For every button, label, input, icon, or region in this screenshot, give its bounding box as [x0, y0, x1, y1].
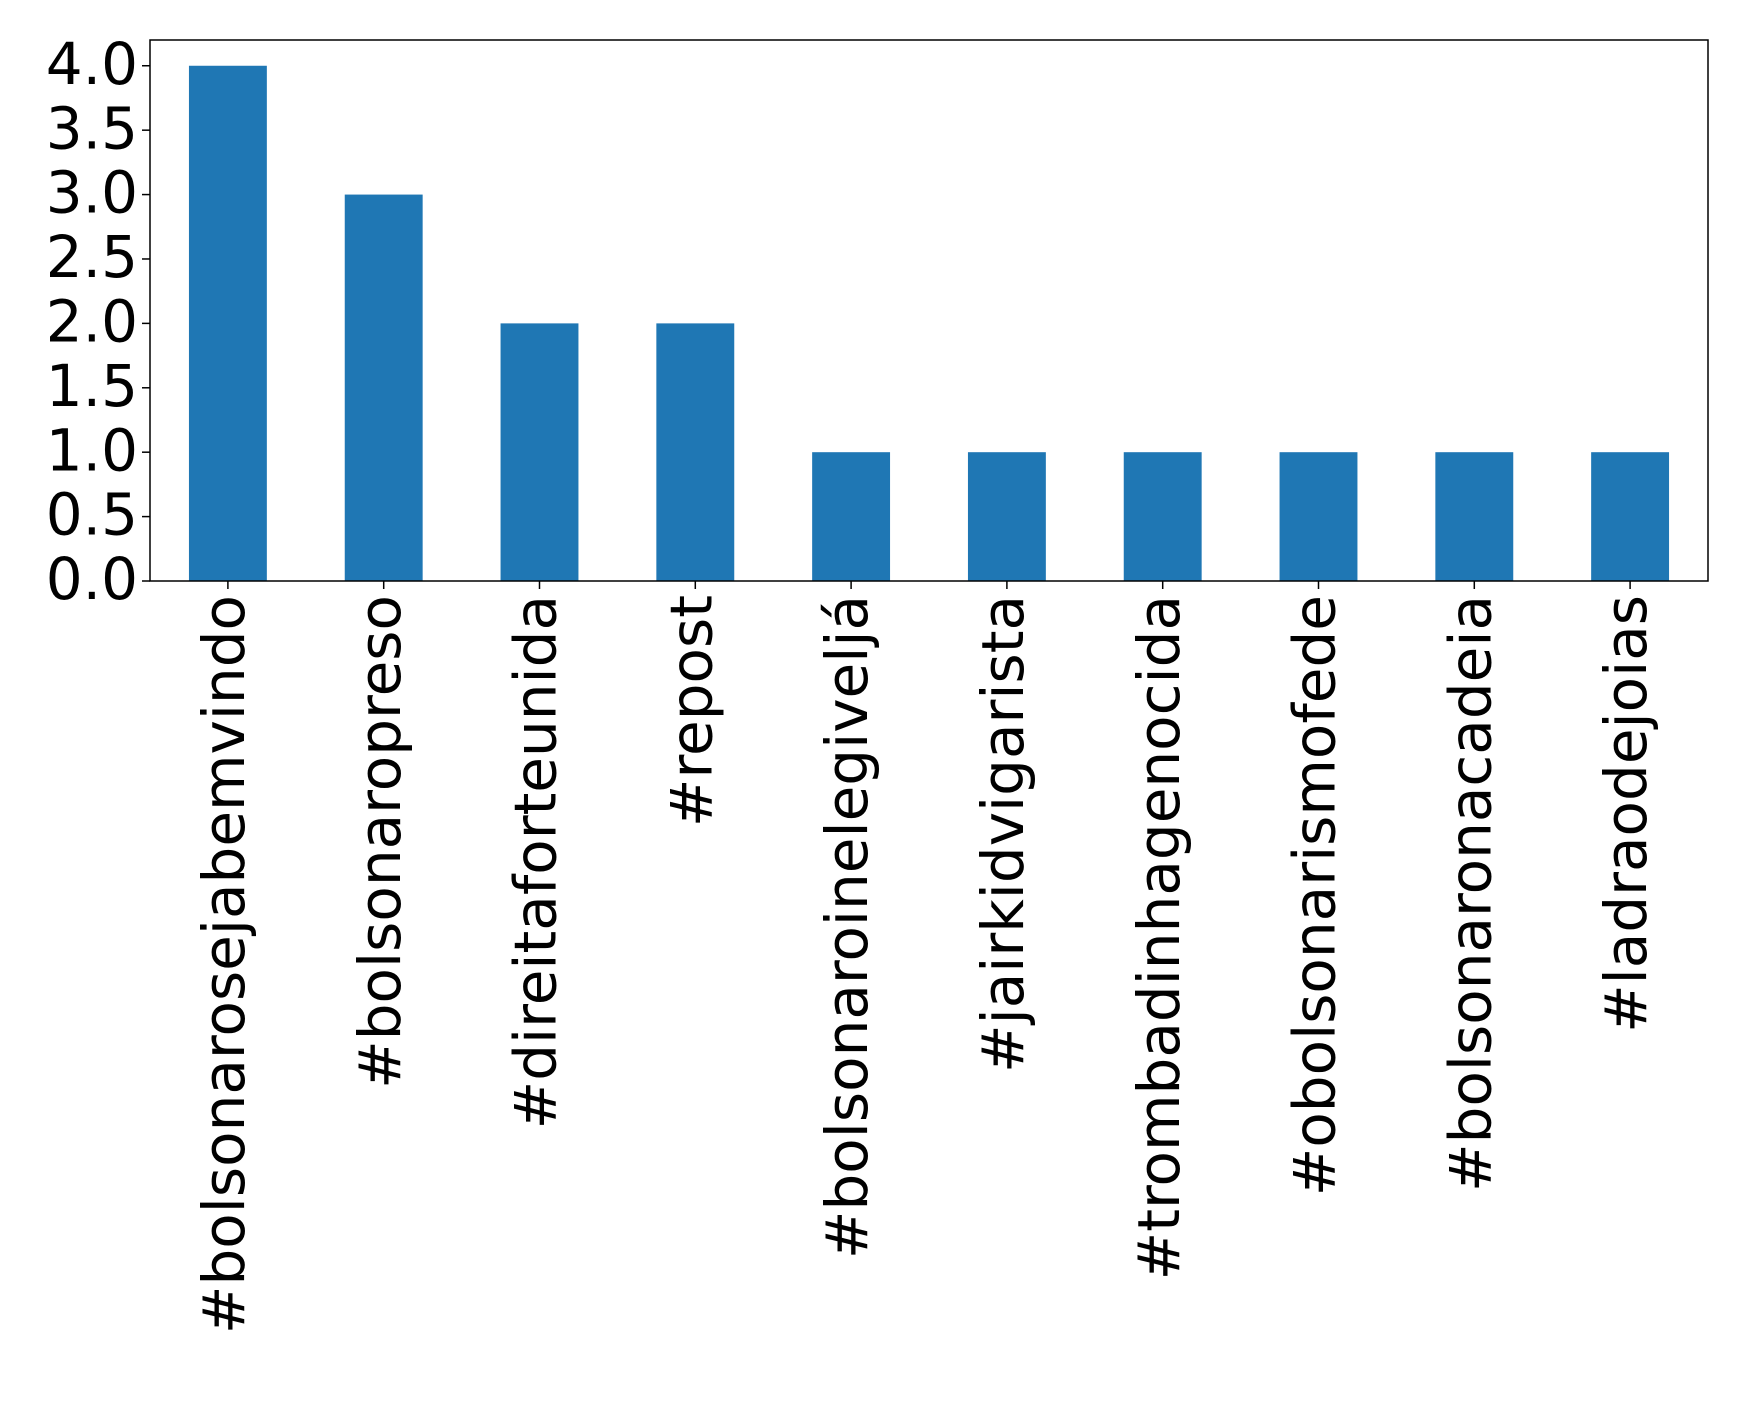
x-tick-label: #bolsonaronacadeia — [1436, 595, 1504, 1192]
y-tick-label: 3.5 — [46, 94, 138, 162]
x-tick-label: #ladraodejoias — [1592, 595, 1660, 1033]
bar — [188, 65, 267, 581]
bar — [812, 452, 891, 581]
x-tick-label: #jairkidvigarista — [969, 595, 1037, 1073]
x-tick-label: #trombadinhagenocida — [1125, 595, 1193, 1280]
bar — [967, 452, 1046, 581]
y-tick-label: 1.5 — [46, 352, 138, 420]
x-tick-label: #bolsonarosejabemvindo — [190, 595, 258, 1334]
y-tick-label: 0.5 — [46, 481, 138, 549]
x-tick-label: #bolsonaropreso — [346, 595, 414, 1089]
bar — [1591, 452, 1670, 581]
x-tick-label: #repost — [657, 595, 725, 827]
bar — [1435, 452, 1514, 581]
bar — [656, 323, 735, 581]
y-tick-label: 0.0 — [46, 545, 138, 613]
y-tick-label: 2.0 — [46, 287, 138, 355]
y-tick-label: 1.0 — [46, 416, 138, 484]
x-tick-label: #direitaforteunida — [502, 595, 570, 1129]
y-tick-label: 4.0 — [46, 30, 138, 98]
bar — [344, 194, 423, 582]
y-tick-label: 2.5 — [46, 223, 138, 291]
bar — [500, 323, 579, 581]
bar — [1279, 452, 1358, 581]
plot-frame — [149, 39, 1709, 582]
x-tick-label: #obolsonarismofede — [1281, 595, 1349, 1196]
bar — [1123, 452, 1202, 581]
x-tick-label: #bolsonaroinelegiveljá — [813, 595, 881, 1259]
y-tick-label: 3.0 — [46, 159, 138, 227]
